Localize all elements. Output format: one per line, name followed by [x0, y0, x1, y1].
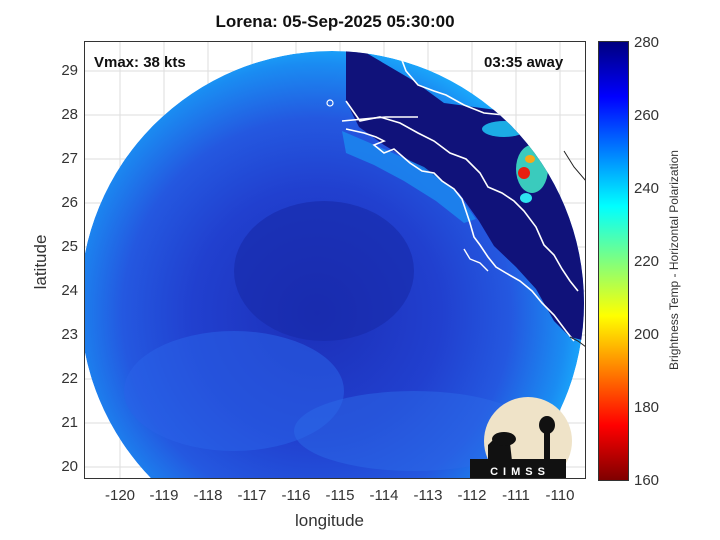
coastline-gulf: [345, 100, 579, 292]
colorbar-tick: 200: [634, 326, 660, 343]
vmax-label: Vmax: 38 kts: [94, 54, 186, 71]
cimss-logo: CIMSS: [470, 397, 572, 479]
x-tick: -111: [502, 487, 530, 504]
y-tick: 21: [61, 414, 78, 431]
x-tick: -118: [193, 487, 223, 504]
y-tick: 28: [61, 106, 78, 123]
x-tick: -110: [545, 487, 575, 504]
chart-title: Lorena: 05-Sep-2025 05:30:00: [215, 12, 455, 31]
x-tick: -115: [325, 487, 355, 504]
colorbar-tick: 280: [634, 34, 660, 51]
x-tick: -112: [457, 487, 487, 504]
y-tick: 29: [61, 62, 78, 79]
y-tick: 23: [61, 326, 78, 343]
map-plot-area: CIMSS: [84, 41, 586, 479]
x-tick: -119: [149, 487, 179, 504]
colorbar-tick: 160: [634, 472, 660, 489]
x-tick: -117: [237, 487, 267, 504]
colorbar-tick: 260: [634, 107, 660, 124]
y-tick: 26: [61, 194, 78, 211]
x-axis-label: longitude: [295, 511, 365, 530]
colorbar: [598, 41, 629, 481]
x-tick: -114: [369, 487, 399, 504]
y-tick: 25: [61, 238, 78, 255]
y-tick: 20: [61, 458, 78, 475]
time-away-label: 03:35 away: [484, 54, 564, 71]
y-tick: 22: [61, 370, 78, 387]
colorbar-tick: 240: [634, 180, 660, 197]
y-tick: 27: [61, 150, 78, 167]
x-tick: -113: [413, 487, 443, 504]
y-tick: 24: [61, 282, 78, 299]
colorbar-tick: 180: [634, 399, 660, 416]
x-tick: -120: [104, 487, 136, 504]
x-tick: -116: [281, 487, 311, 504]
land-mass: [346, 51, 584, 341]
colorbar-label: Brightness Temp - Horizontal Polarizatio…: [667, 150, 681, 370]
logo-text: CIMSS: [490, 466, 550, 478]
colorbar-tick: 220: [634, 253, 660, 270]
swath-disc: [84, 51, 584, 479]
coastline-baja-west: [345, 128, 575, 342]
y-axis-label: latitude: [31, 234, 50, 290]
brightness-temperature-map: CIMSS: [84, 41, 586, 479]
